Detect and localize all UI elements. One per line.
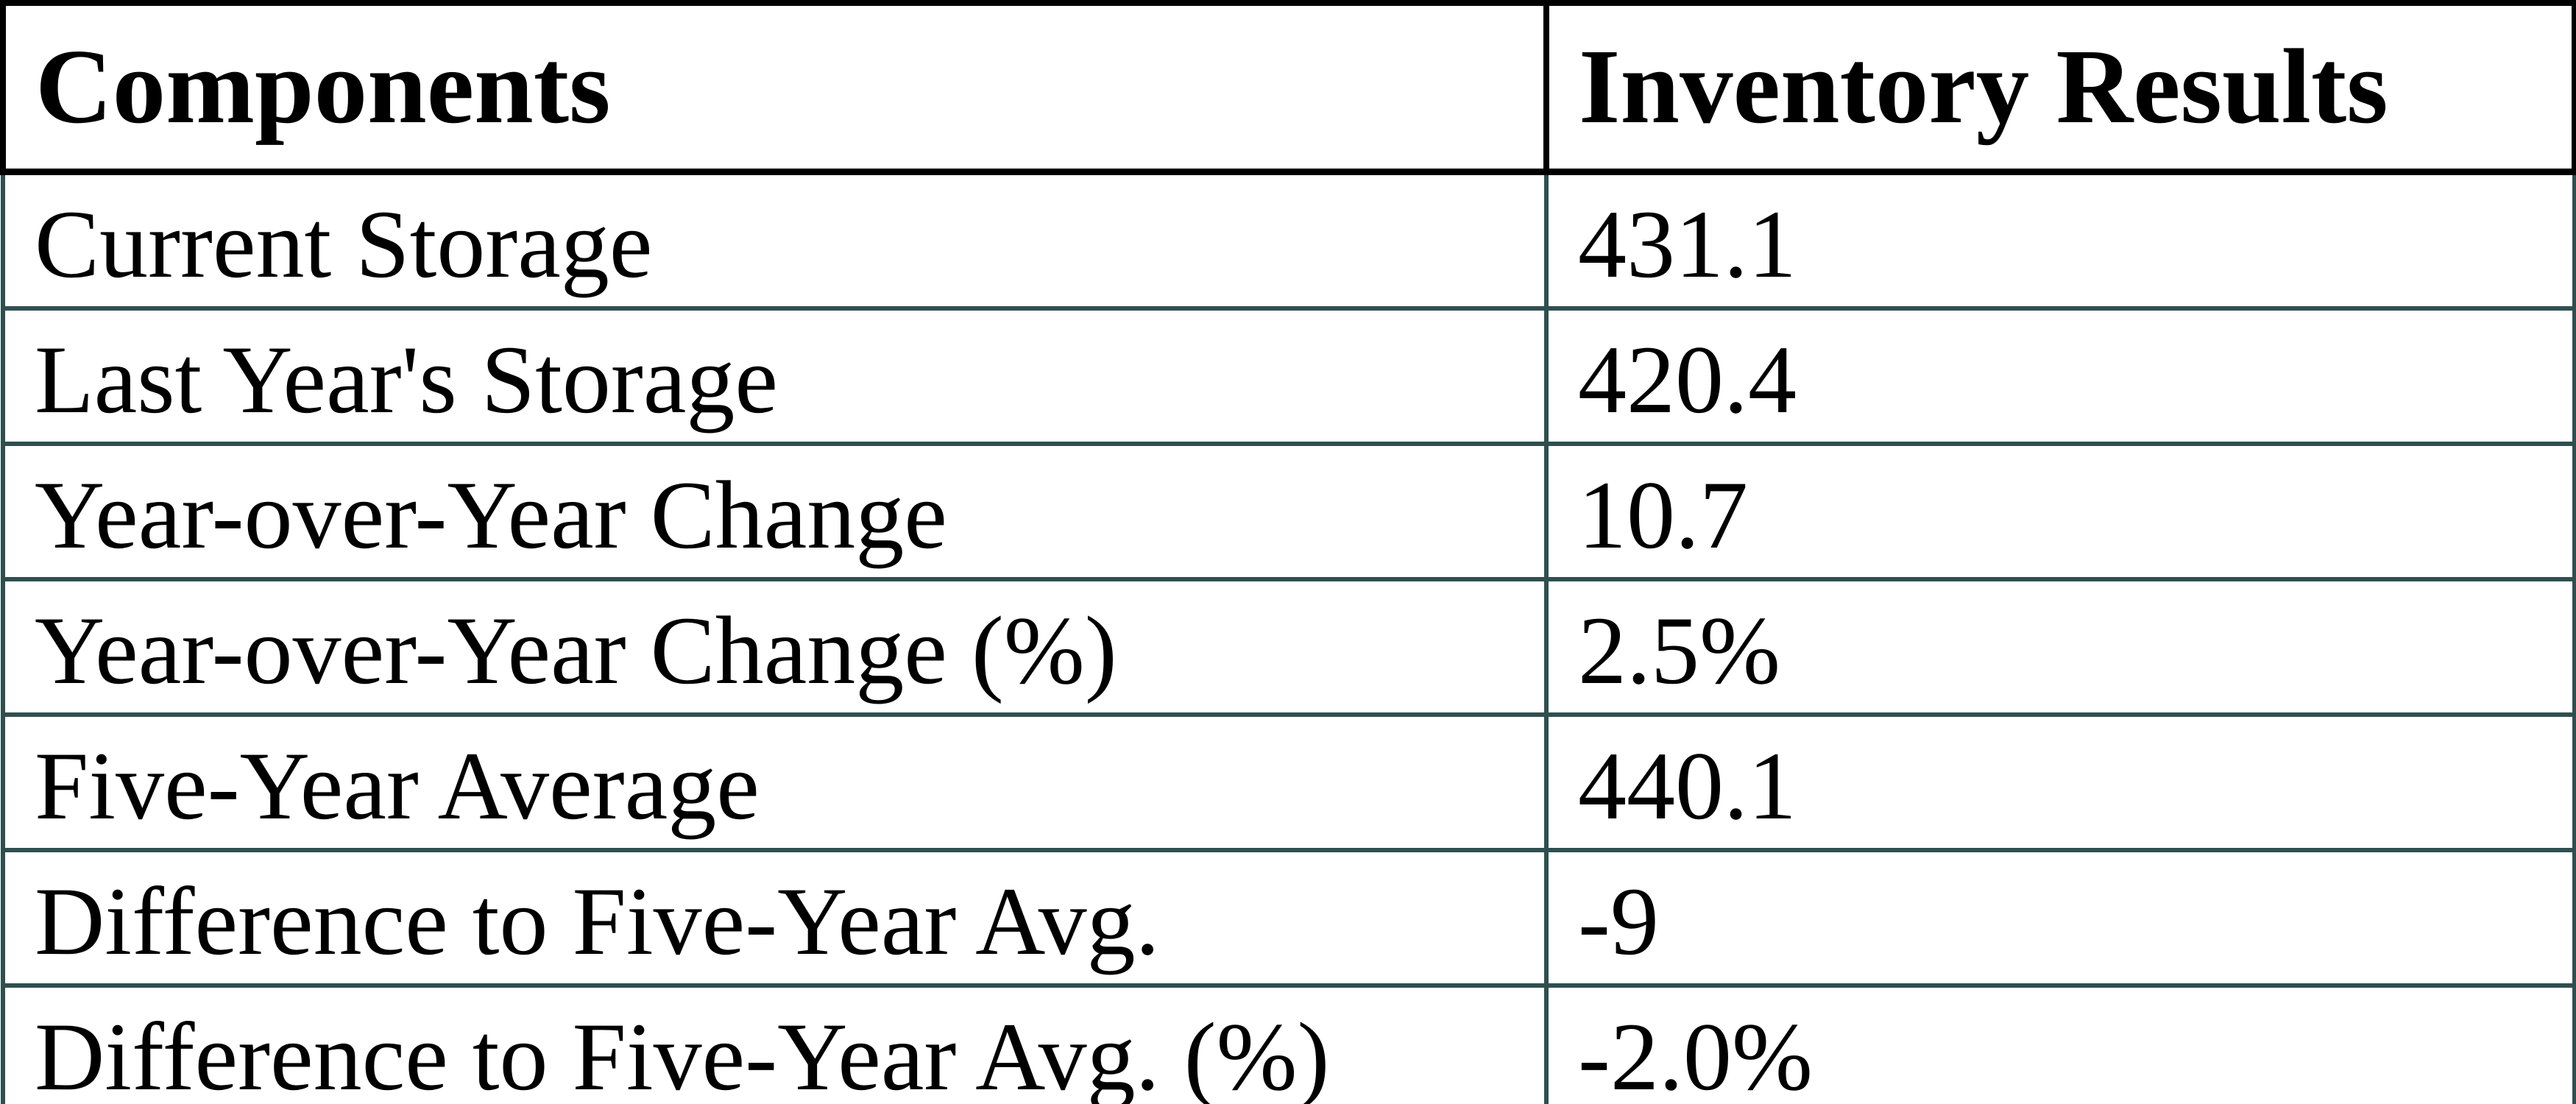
table-row-last-year-storage: Last Year's Storage 420.4 bbox=[1, 306, 2576, 446]
component-label: Year-over-Year Change (%) bbox=[35, 596, 1117, 704]
component-label-cell: Difference to Five-Year Avg. bbox=[1, 848, 1549, 988]
inventory-value: 2.5% bbox=[1578, 596, 1780, 704]
component-label-cell: Difference to Five-Year Avg. (%) bbox=[1, 983, 1549, 1104]
component-label-cell: Current Storage bbox=[1, 169, 1549, 311]
inventory-value: -2.0% bbox=[1578, 1002, 1813, 1104]
inventory-value-cell: 10.7 bbox=[1544, 442, 2576, 581]
table-body: Current Storage 431.1 Last Year's Storag… bbox=[1, 169, 2576, 1104]
inventory-value: 440.1 bbox=[1578, 732, 1797, 840]
inventory-value-cell: -2.0% bbox=[1544, 983, 2576, 1104]
inventory-value-cell: 2.5% bbox=[1544, 577, 2576, 717]
inventory-value-cell: 420.4 bbox=[1544, 306, 2576, 446]
component-label: Difference to Five-Year Avg. bbox=[35, 867, 1160, 975]
component-label: Five-Year Average bbox=[35, 732, 760, 840]
header-cell-inventory-results: Inventory Results bbox=[1543, 0, 2576, 175]
component-label-cell: Year-over-Year Change bbox=[1, 442, 1549, 581]
inventory-value: -9 bbox=[1578, 867, 1659, 975]
component-label: Difference to Five-Year Avg. (%) bbox=[35, 1002, 1330, 1104]
table-row-current-storage: Current Storage 431.1 bbox=[1, 169, 2576, 311]
component-label-cell: Last Year's Storage bbox=[1, 306, 1549, 446]
inventory-value: 420.4 bbox=[1578, 325, 1797, 434]
component-label-cell: Five-Year Average bbox=[1, 712, 1549, 852]
header-label-components: Components bbox=[35, 28, 611, 146]
table-row-five-year-average: Five-Year Average 440.1 bbox=[1, 712, 2576, 852]
component-label: Year-over-Year Change bbox=[35, 461, 947, 569]
table-row-yoy-change: Year-over-Year Change 10.7 bbox=[1, 442, 2576, 581]
table-header: Components Inventory Results bbox=[0, 0, 2576, 175]
inventory-value-cell: 440.1 bbox=[1544, 712, 2576, 852]
inventory-value: 10.7 bbox=[1578, 461, 1748, 569]
inventory-value: 431.1 bbox=[1578, 190, 1797, 298]
table-row-diff-five-year-avg-pct: Difference to Five-Year Avg. (%) -2.0% bbox=[1, 983, 2576, 1104]
header-cell-components: Components bbox=[0, 0, 1549, 175]
inventory-value-cell: 431.1 bbox=[1544, 169, 2576, 311]
header-label-inventory-results: Inventory Results bbox=[1579, 28, 2388, 146]
header-row: Components Inventory Results bbox=[0, 0, 2576, 175]
component-label: Current Storage bbox=[35, 190, 653, 298]
component-label-cell: Year-over-Year Change (%) bbox=[1, 577, 1549, 717]
component-label: Last Year's Storage bbox=[35, 325, 778, 434]
table-row-diff-five-year-avg: Difference to Five-Year Avg. -9 bbox=[1, 848, 2576, 988]
table-row-yoy-change-pct: Year-over-Year Change (%) 2.5% bbox=[1, 577, 2576, 717]
inventory-value-cell: -9 bbox=[1544, 848, 2576, 988]
